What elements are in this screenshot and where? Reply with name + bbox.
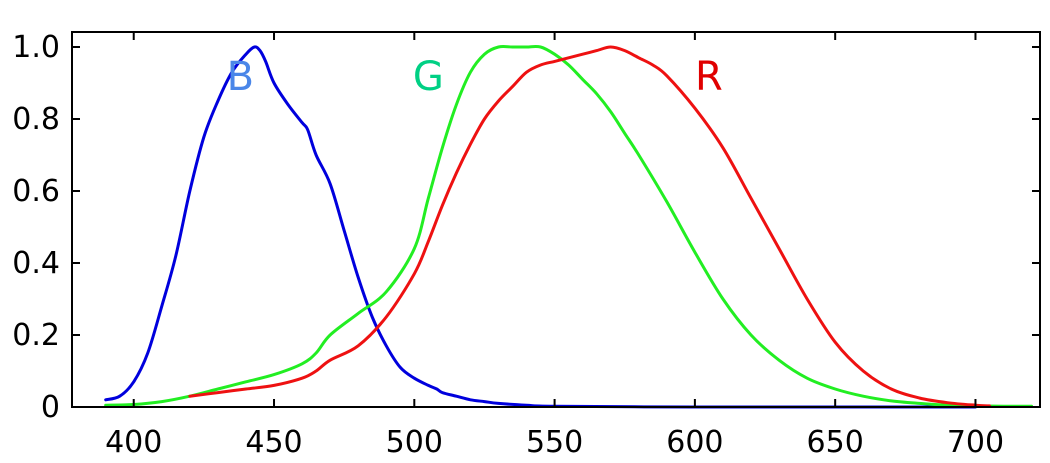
green-sensitivity-curve: [104, 44, 1034, 408]
x-tick-label: 500: [386, 425, 443, 460]
x-tick-label: 650: [807, 425, 864, 460]
x-tick-label: 700: [947, 425, 1004, 460]
plot-frame: [71, 31, 1041, 408]
y-tick-label: 0.8: [12, 102, 60, 137]
x-tick-label: 400: [105, 425, 162, 460]
x-tick-label: 600: [666, 425, 723, 460]
red-sensitivity-curve: [188, 45, 991, 408]
series-label-r: R: [695, 54, 723, 100]
y-tick-label: 1.0: [12, 30, 60, 65]
series-curves: [104, 44, 1034, 409]
series-label-b: B: [227, 54, 254, 100]
y-tick-label: 0.2: [12, 318, 60, 353]
y-axis-ticks: 0 0.2 0.4 0.6 0.8 1.0: [12, 30, 1040, 425]
y-tick-label: 0.4: [12, 246, 60, 281]
y-tick-label: 0.6: [12, 174, 60, 209]
x-tick-label: 450: [245, 425, 302, 460]
x-axis-ticks: 400 450 500 550 600 650 700: [105, 32, 1004, 460]
series-label-g: G: [413, 54, 444, 100]
x-tick-label: 550: [526, 425, 583, 460]
blue-sensitivity-curve: [104, 45, 977, 409]
y-tick-label: 0: [41, 390, 60, 425]
